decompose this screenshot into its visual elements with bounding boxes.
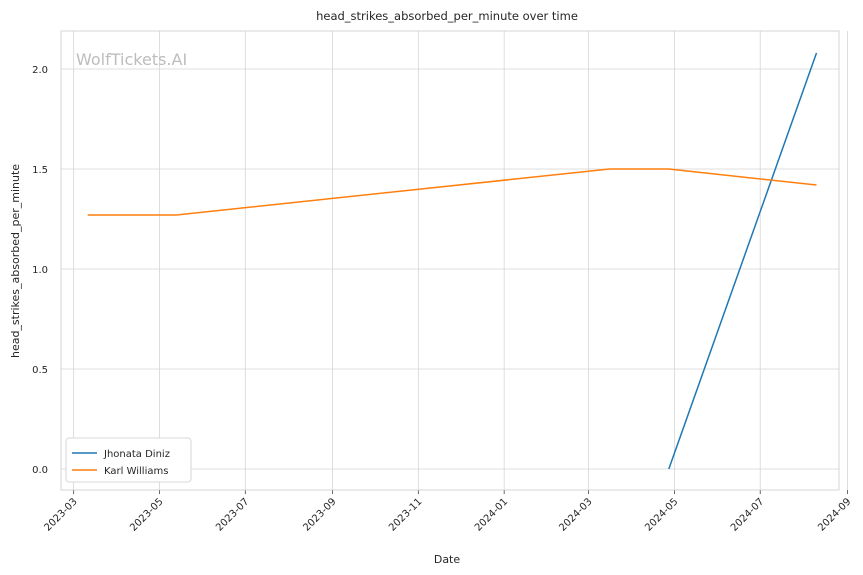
x-tick-label: 2023-05 — [128, 496, 165, 533]
legend: Jhonata Diniz Karl Williams — [65, 437, 192, 483]
x-tick-label: 2024-03 — [557, 496, 594, 533]
x-tick-label: 2024-01 — [473, 496, 510, 533]
x-tick-label: 2024-05 — [643, 496, 680, 533]
gridlines — [61, 31, 848, 494]
legend-box — [65, 437, 192, 483]
y-tick-label: 2.0 — [32, 65, 48, 76]
y-tick-label: 1.0 — [32, 265, 48, 276]
y-axis-label: head_strikes_absorbed_per_minute — [9, 164, 22, 358]
x-tick-label: 2023-11 — [387, 496, 424, 533]
y-tick-label: 0.5 — [32, 365, 48, 376]
x-tick-label: 2024-09 — [816, 496, 853, 533]
watermark: WolfTickets.AI — [76, 50, 187, 69]
legend-label-jhonata-diniz: Jhonata Diniz — [103, 449, 170, 460]
y-tick-label: 1.5 — [32, 165, 48, 176]
y-tick-labels: 0.0 0.5 1.0 1.5 2.0 — [32, 65, 48, 476]
series-lines — [87, 52, 818, 470]
series-line-karl-williams — [87, 168, 817, 216]
legend-label-karl-williams: Karl Williams — [104, 466, 168, 477]
series-line-jhonata-diniz — [668, 52, 818, 470]
x-tick-label: 2023-09 — [301, 496, 338, 533]
x-axis-label: Date — [434, 553, 461, 566]
x-tick-label: 2023-07 — [214, 496, 251, 533]
x-tick-labels: 2023-03 2023-05 2023-07 2023-09 2023-11 2024-… — [42, 496, 853, 533]
y-tick-label: 0.0 — [32, 465, 48, 476]
x-tick-label: 2024-07 — [729, 496, 766, 533]
x-tick-label: 2023-03 — [42, 496, 79, 533]
plot-frame — [60, 30, 840, 491]
chart-title: head_strikes_absorbed_per_minute over ti… — [316, 9, 578, 23]
